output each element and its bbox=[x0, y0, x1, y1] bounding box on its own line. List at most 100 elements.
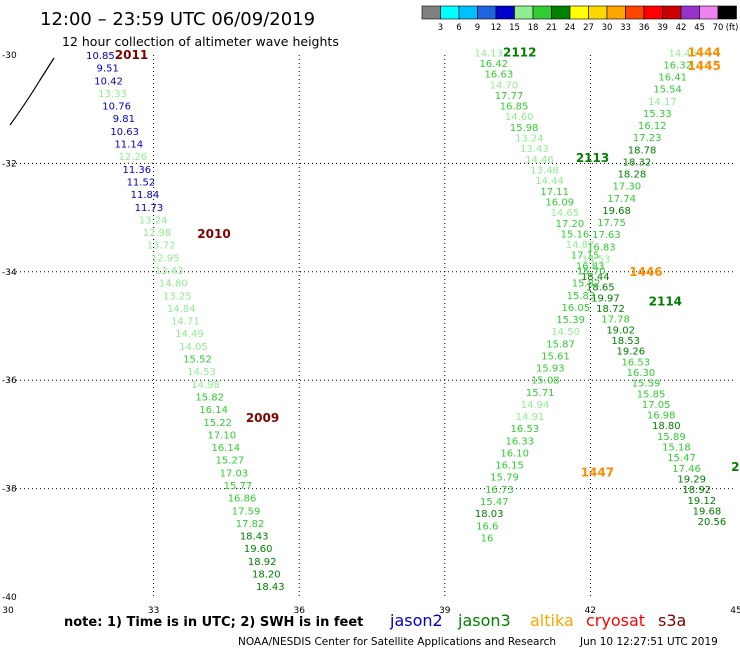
wave-height-label: 15.47 bbox=[480, 497, 509, 508]
wave-height-label: 18.53 bbox=[611, 336, 640, 347]
wave-height-label: 16.83 bbox=[587, 242, 616, 253]
legend-level: 15 bbox=[509, 23, 520, 33]
wave-height-label: 19.26 bbox=[616, 347, 645, 358]
wave-height-label: 14.87 bbox=[566, 240, 595, 251]
wave-height-label: 14.70 bbox=[490, 80, 519, 91]
wave-height-label: 19.02 bbox=[606, 325, 635, 336]
pass-number-label: 2114 bbox=[649, 295, 682, 309]
satellite-jason3-label: jason3 bbox=[457, 611, 511, 630]
wave-height-label: 14.13 bbox=[474, 48, 503, 59]
wave-height-label: 14.65 bbox=[551, 208, 580, 219]
wave-height-label: 16.33 bbox=[505, 436, 534, 447]
wave-height-label: 15.89 bbox=[657, 432, 686, 443]
footer: note: 1) Time is in UTC; 2) SWH is in fe… bbox=[64, 611, 718, 648]
wave-height-label: 13.43 bbox=[155, 266, 184, 277]
wave-height-label: 15.61 bbox=[541, 351, 570, 362]
wave-height-label: 13.43 bbox=[520, 144, 549, 155]
wave-height-label: 19.68 bbox=[693, 506, 722, 517]
wave-height-label: 16.86 bbox=[228, 494, 257, 505]
wave-height-label: 14.05 bbox=[179, 342, 208, 353]
pass-number-label: 1447 bbox=[581, 465, 614, 479]
wave-height-label: 17.59 bbox=[232, 506, 261, 517]
wave-height-label: 10.85 bbox=[86, 51, 115, 62]
wave-height-label: 14.98 bbox=[191, 380, 220, 391]
legend-level: 24 bbox=[565, 23, 576, 33]
legend-swatch bbox=[643, 5, 663, 20]
wave-height-label: 19.68 bbox=[602, 206, 631, 217]
lon-label: 33 bbox=[148, 606, 159, 616]
wave-height-label: 15.08 bbox=[531, 376, 560, 387]
wave-height-label: 15.87 bbox=[546, 339, 575, 350]
legend-level: 30 bbox=[602, 23, 613, 33]
wave-height-label: 12.95 bbox=[151, 253, 180, 264]
lat-label: -30 bbox=[2, 51, 17, 61]
legend-level: 70 bbox=[713, 23, 724, 33]
wave-height-label: 13.72 bbox=[147, 241, 176, 252]
wave-height-label: 15.54 bbox=[653, 85, 682, 96]
legend-level: 36 bbox=[639, 23, 650, 33]
wave-height-label: 14.84 bbox=[167, 304, 196, 315]
pass-number-label: 2009 bbox=[246, 411, 279, 425]
lon-label: 42 bbox=[585, 606, 596, 616]
wave-height-label: 14.71 bbox=[171, 317, 200, 328]
wave-height-label: 18.80 bbox=[652, 421, 681, 432]
wave-height-label: 20.56 bbox=[698, 517, 727, 528]
legend-swatch bbox=[477, 5, 497, 20]
wave-height-label: 11.73 bbox=[135, 203, 164, 214]
satellite-jason2-label: jason2 bbox=[389, 611, 443, 630]
wave-height-label: 14.94 bbox=[521, 400, 550, 411]
legend-level: 21 bbox=[546, 23, 557, 33]
legend-swatch bbox=[532, 5, 552, 20]
wave-height-label: 14.46 bbox=[525, 155, 554, 166]
wave-height-label: 15.98 bbox=[510, 123, 539, 134]
satellite-legend: jason2 jason3 altika cryosat s3a bbox=[389, 611, 686, 630]
wave-height-label: 16.63 bbox=[485, 70, 514, 81]
legend-level: 6 bbox=[456, 23, 461, 33]
wave-height-label: 15.83 bbox=[567, 291, 596, 302]
wave-height-label: 19.97 bbox=[591, 293, 620, 304]
wave-height-label: 15.52 bbox=[183, 355, 212, 366]
satellite-cryosat-label: cryosat bbox=[586, 611, 645, 630]
legend-swatch bbox=[588, 5, 608, 20]
satellite-tracks: 10.859.5110.4213.3310.769.8110.6311.1412… bbox=[86, 48, 726, 593]
legend-swatch bbox=[514, 5, 534, 20]
wave-height-label: 16.14 bbox=[212, 443, 241, 454]
wave-height-label: 17.10 bbox=[207, 430, 236, 441]
legend-level: 33 bbox=[620, 23, 631, 33]
wave-height-label: 14.80 bbox=[159, 279, 188, 290]
wave-height-label: 16.14 bbox=[199, 405, 228, 416]
wave-height-label: 17.82 bbox=[236, 519, 265, 530]
footer-timestamp: Jun 10 12:27:51 UTC 2019 bbox=[579, 636, 718, 648]
wave-height-label: 15.93 bbox=[536, 364, 565, 375]
wave-height-label: 17.20 bbox=[556, 219, 585, 230]
wave-height-label: 17.74 bbox=[607, 194, 636, 205]
wave-height-label: 14.44 bbox=[535, 176, 564, 187]
wave-height-label: 15.18 bbox=[662, 443, 691, 454]
track-2011-2010-2009: 10.859.5110.4213.3310.769.8110.6311.1412… bbox=[86, 51, 285, 593]
pass-number-label: 1445 bbox=[687, 59, 720, 73]
legend-level: 45 bbox=[694, 23, 705, 33]
wave-height-label: 9.81 bbox=[113, 114, 135, 125]
wave-height-label: 17.46 bbox=[672, 464, 701, 475]
wave-height-label: 16.41 bbox=[658, 73, 687, 84]
wave-height-label: 15.16 bbox=[561, 229, 590, 240]
wave-height-label: 18.92 bbox=[682, 485, 711, 496]
wave-height-label: 18.92 bbox=[248, 557, 277, 568]
wave-height-label: 17.77 bbox=[495, 91, 524, 102]
legend-swatch bbox=[569, 5, 589, 20]
wave-height-label: 10.76 bbox=[102, 102, 131, 113]
wave-height-label: 15.79 bbox=[490, 473, 519, 484]
pass-number-label: 1446 bbox=[629, 265, 662, 279]
wave-height-label: 16.09 bbox=[545, 197, 574, 208]
legend-level: 18 bbox=[528, 23, 539, 33]
wave-height-label: 18.03 bbox=[475, 509, 504, 520]
lon-label: 45 bbox=[730, 606, 740, 616]
wave-height-label: 13.33 bbox=[98, 89, 127, 100]
wave-height-label: 18.28 bbox=[618, 170, 647, 181]
lon-label: 30 bbox=[2, 606, 14, 616]
wave-height-label: 17.11 bbox=[540, 187, 569, 198]
wave-height-label: 15.82 bbox=[195, 392, 224, 403]
lat-label: -34 bbox=[2, 268, 17, 278]
